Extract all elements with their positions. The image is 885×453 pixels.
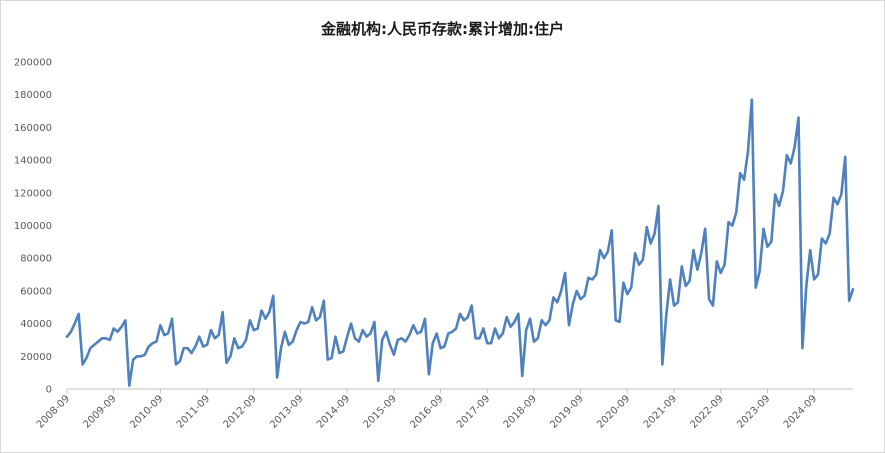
x-tick-label: 2024-09 bbox=[782, 393, 819, 430]
y-tick-label: 160000 bbox=[14, 123, 52, 134]
x-tick-label: 2015-09 bbox=[362, 393, 399, 430]
y-tick-label: 40000 bbox=[20, 319, 52, 330]
x-tick-label: 2010-09 bbox=[128, 393, 165, 430]
series-line bbox=[65, 98, 855, 388]
x-tick-label: 2013-09 bbox=[268, 393, 305, 430]
series-group bbox=[65, 98, 855, 388]
chart-title: 金融机构:人民币存款:累计增加:住户 bbox=[321, 20, 564, 38]
x-tick-label: 2012-09 bbox=[222, 393, 259, 430]
y-tick-label: 140000 bbox=[14, 156, 52, 167]
x-tick-label: 2016-09 bbox=[408, 393, 445, 430]
y-tick-label: 80000 bbox=[20, 254, 52, 265]
x-tick-label: 2021-09 bbox=[642, 393, 679, 430]
x-tick-label: 2018-09 bbox=[502, 393, 539, 430]
x-axis-labels: 2008-09 2009-09 2010-09 2011-09 2012-09 2013-… bbox=[35, 393, 819, 430]
x-axis-ticks bbox=[66, 389, 815, 393]
x-tick-label: 2009-09 bbox=[81, 393, 118, 430]
x-tick-label: 2017-09 bbox=[455, 393, 492, 430]
x-tick-label: 2023-09 bbox=[735, 393, 772, 430]
x-tick-label: 2020-09 bbox=[595, 393, 632, 430]
y-tick-label: 100000 bbox=[14, 221, 52, 232]
y-tick-label: 0 bbox=[46, 385, 52, 396]
y-tick-label: 120000 bbox=[14, 188, 52, 199]
y-tick-label: 180000 bbox=[14, 90, 52, 101]
x-tick-label: 2008-09 bbox=[35, 393, 72, 430]
y-tick-label: 20000 bbox=[20, 352, 52, 363]
x-tick-label: 2011-09 bbox=[175, 393, 212, 430]
y-tick-label: 60000 bbox=[20, 286, 52, 297]
y-tick-label: 200000 bbox=[14, 58, 52, 69]
x-tick-label: 2014-09 bbox=[315, 393, 352, 430]
x-tick-label: 2022-09 bbox=[688, 393, 725, 430]
x-tick-label: 2019-09 bbox=[548, 393, 585, 430]
y-axis-labels: 0 20000 40000 60000 80000 100000 120000 140000 1… bbox=[14, 58, 52, 396]
